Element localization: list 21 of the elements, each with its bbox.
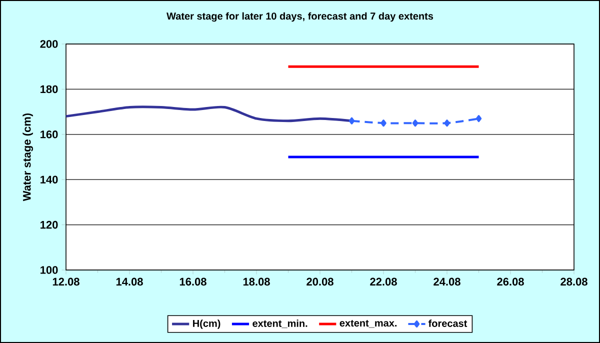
x-tick-label: 18.08 <box>243 278 270 286</box>
x-tick-label: 20.08 <box>306 278 334 286</box>
legend-label: extent_min. <box>252 320 308 328</box>
x-tick-label: 14.08 <box>116 278 143 286</box>
y-tick-label: 200 <box>40 40 58 48</box>
x-tick-label: 22.08 <box>370 278 397 286</box>
legend-label: forecast <box>428 320 468 327</box>
chart-title: Water stage for later 10 days, forecast and 7 day extents <box>166 12 434 22</box>
x-tick-label: 16.08 <box>180 278 206 286</box>
x-tick-label: 12.08 <box>52 278 80 286</box>
x-tick-label: 28.08 <box>560 278 588 286</box>
legend-label: extent_max. <box>340 320 397 328</box>
y-tick-label: 160 <box>40 130 58 138</box>
x-tick-label: 26.08 <box>497 278 524 286</box>
y-axis-title: Water stage (cm) <box>22 113 33 202</box>
legend-label: H(cm) <box>193 320 220 329</box>
y-tick-label: 100 <box>40 266 58 274</box>
y-tick-label: 180 <box>40 85 58 94</box>
y-tick-label: 140 <box>40 176 58 184</box>
y-tick-label: 120 <box>40 220 58 229</box>
x-tick-label: 24.08 <box>434 278 460 286</box>
